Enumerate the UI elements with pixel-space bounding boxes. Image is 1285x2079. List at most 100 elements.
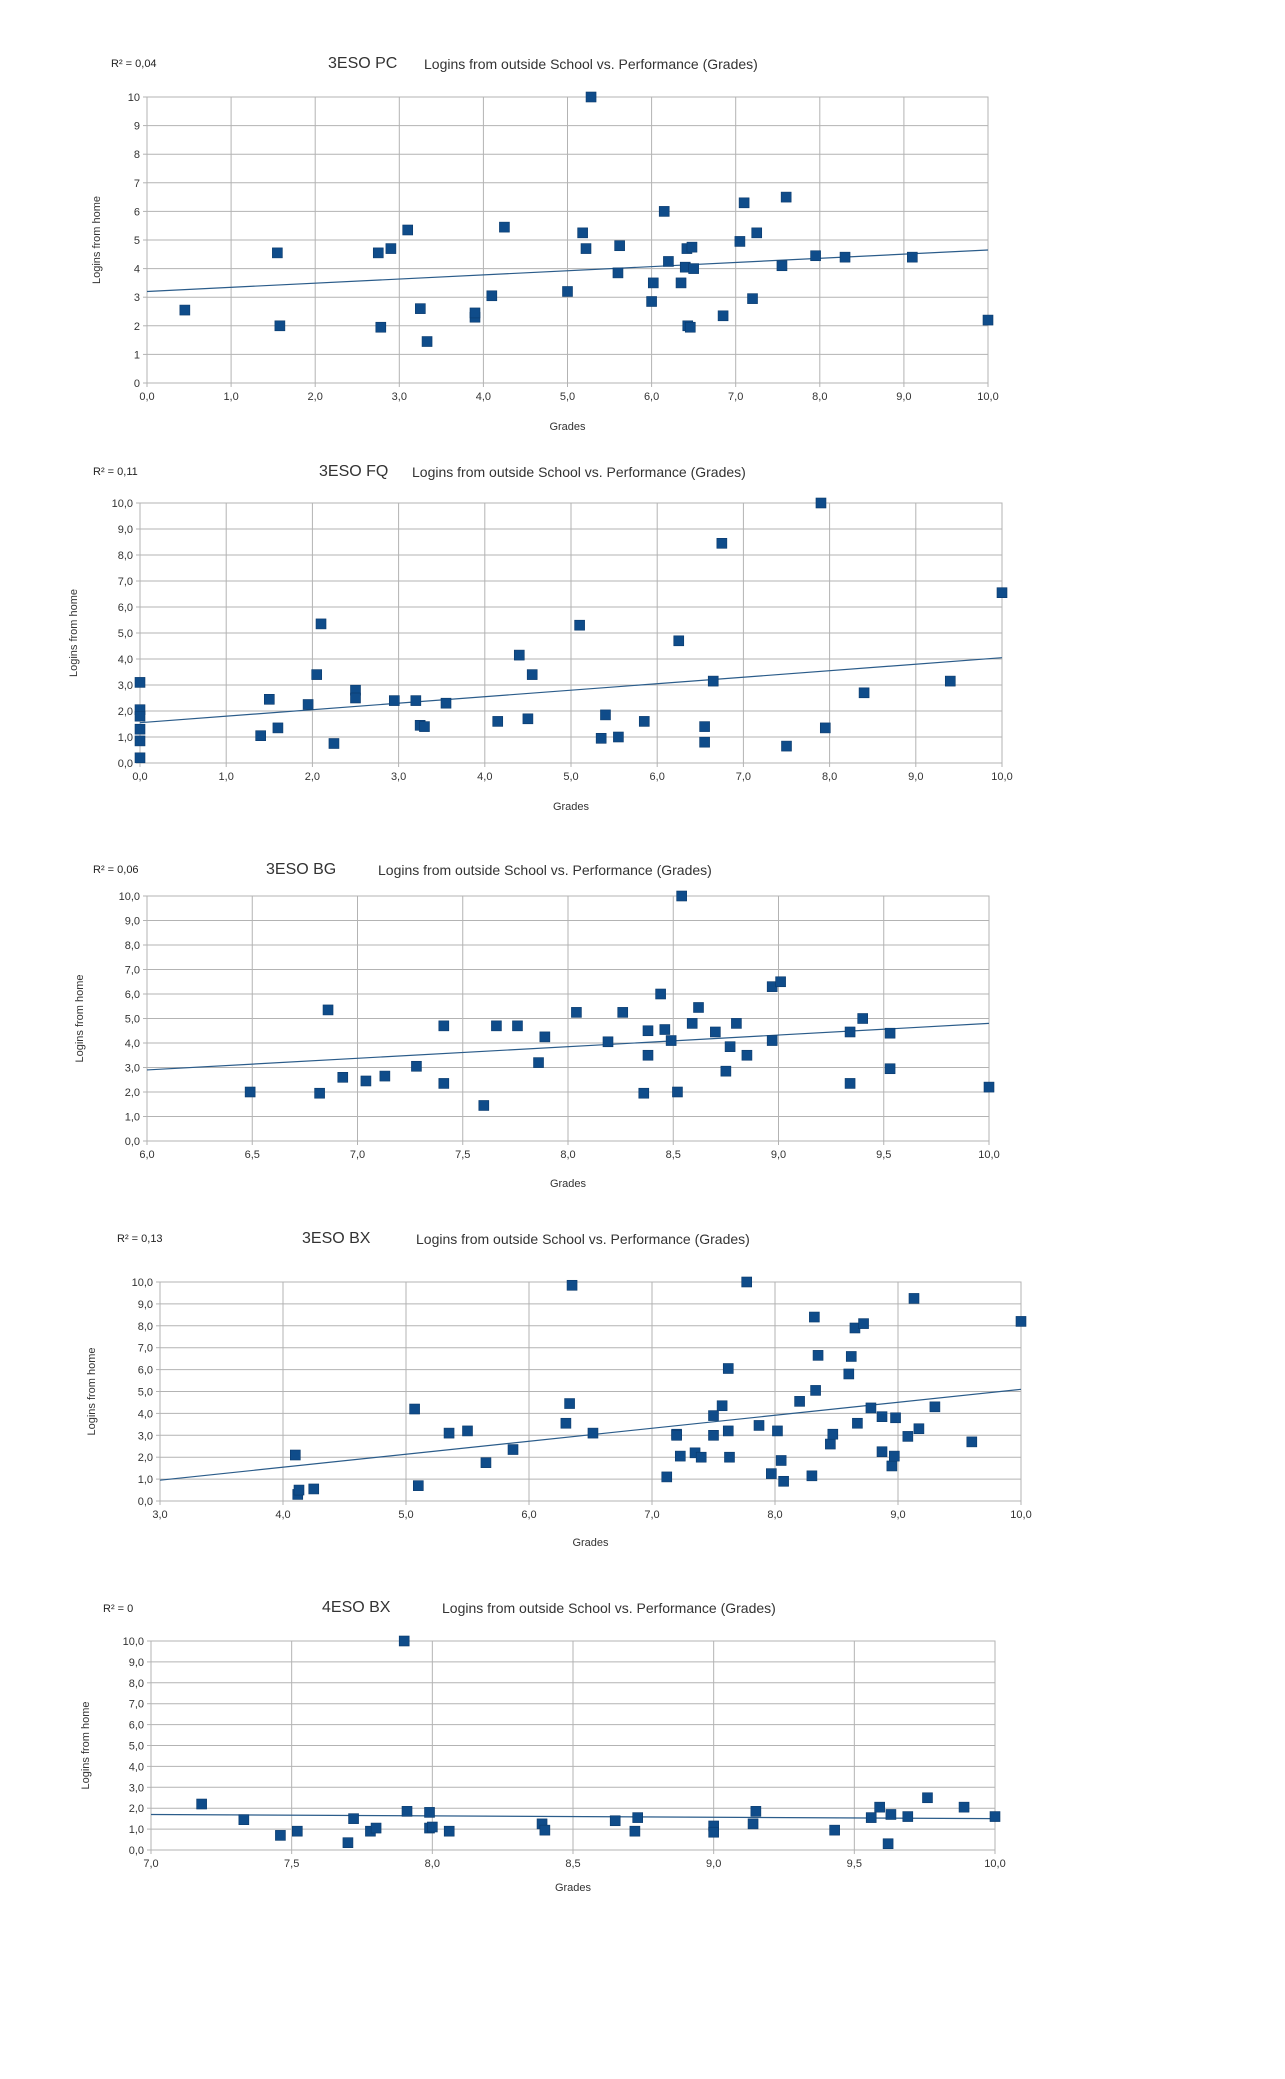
chart-plot: 0,0 1,0 2,0 3,0 4,0 5,0 6,0 7,0 8,0 9,0 10,0 0 1 2 3 4 5…	[91, 91, 999, 433]
data-point	[342, 1837, 354, 1848]
data-point	[602, 1036, 614, 1048]
data-point	[419, 721, 430, 732]
data-point	[322, 1004, 334, 1016]
data-point	[884, 1027, 896, 1039]
data-point	[829, 1824, 840, 1836]
y-tick-label: 2	[134, 321, 140, 333]
x-tick-label: 6,0	[644, 391, 659, 403]
y-tick-label: 2,0	[129, 1803, 144, 1815]
data-point	[827, 1428, 839, 1440]
data-point	[699, 736, 710, 748]
data-point	[244, 1086, 256, 1098]
data-point	[845, 1351, 857, 1362]
y-tick-label: 1,0	[129, 1824, 144, 1836]
data-point	[989, 1811, 1001, 1822]
data-point	[815, 497, 827, 509]
x-tick-label: 1,0	[219, 771, 234, 783]
data-point	[443, 1427, 455, 1439]
x-tick-label: 3,0	[152, 1509, 167, 1521]
y-tick-label: 10,0	[119, 891, 140, 903]
y-tick-label: 3	[134, 292, 140, 304]
data-point	[272, 722, 284, 734]
data-point	[372, 247, 384, 259]
data-point	[686, 241, 698, 253]
y-tick-label: 9,0	[129, 1657, 144, 1669]
data-point	[913, 1423, 925, 1435]
data-point	[810, 250, 821, 262]
data-point	[275, 1830, 286, 1841]
x-axis-label: Grades	[555, 1882, 592, 1894]
data-point	[858, 1318, 869, 1329]
data-point	[716, 1400, 728, 1412]
data-point	[778, 1475, 789, 1487]
r-squared-label: R² = 0	[103, 1603, 134, 1615]
data-point	[398, 1635, 410, 1647]
x-tick-label: 9,5	[876, 1149, 891, 1161]
y-tick-label: 9,0	[138, 1299, 153, 1311]
chart-3eso-bx: R² = 0,13 3ESO BX Logins from outside Sc…	[0, 1220, 1285, 1580]
data-point	[328, 738, 340, 749]
data-point	[876, 1446, 888, 1458]
data-point	[982, 314, 994, 326]
data-point	[865, 1812, 877, 1823]
data-point	[370, 1822, 382, 1834]
chart-code-title: 3ESO PC	[328, 55, 398, 72]
data-point	[708, 1430, 719, 1441]
y-tick-label: 10,0	[132, 1277, 153, 1289]
x-tick-label: 7,0	[644, 1509, 659, 1521]
data-point	[587, 1427, 599, 1439]
y-tick-label: 2,0	[118, 706, 133, 718]
data-point	[617, 1007, 629, 1018]
chart-code-title: 4ESO BX	[322, 1599, 391, 1616]
data-point	[289, 1449, 301, 1461]
data-point	[415, 303, 426, 314]
data-point	[741, 1276, 753, 1288]
data-point	[571, 1007, 582, 1018]
data-point	[902, 1431, 914, 1442]
data-point	[629, 1825, 641, 1837]
data-point	[478, 1100, 490, 1111]
data-point	[574, 619, 585, 631]
data-point	[810, 1385, 821, 1396]
data-point	[722, 1363, 734, 1374]
y-tick-label: 7,0	[138, 1343, 153, 1355]
data-point	[819, 722, 831, 734]
data-point	[421, 336, 433, 347]
y-tick-label: 0,0	[118, 758, 133, 770]
y-tick-label: 8,0	[125, 940, 140, 952]
x-tick-label: 8,0	[812, 391, 827, 403]
data-point	[806, 1470, 818, 1482]
x-axis-label: Grades	[549, 421, 586, 433]
data-point	[638, 1087, 650, 1099]
data-point	[717, 310, 729, 322]
chart-plot: 7,0 7,5 8,0 8,5 9,0 9,5 10,0 0,0 1,0 2,0 3,0 4,0 5,0…	[80, 1635, 1006, 1894]
data-point	[522, 713, 534, 725]
y-tick-label: 4,0	[138, 1408, 153, 1420]
chart-title: Logins from outside School vs. Performan…	[442, 1600, 776, 1616]
data-point	[642, 1049, 654, 1061]
x-tick-label: 10,0	[977, 391, 998, 403]
data-point	[852, 1417, 863, 1429]
data-point	[314, 1087, 325, 1099]
data-point	[844, 1026, 856, 1038]
data-point	[134, 735, 146, 747]
data-point	[526, 669, 538, 680]
data-point	[315, 618, 327, 630]
x-tick-label: 7,5	[284, 1858, 299, 1870]
y-tick-label: 6,0	[118, 602, 133, 614]
data-point	[647, 277, 659, 289]
data-point	[876, 1411, 888, 1422]
data-point	[907, 251, 918, 263]
y-tick-label: 0,0	[129, 1845, 144, 1857]
data-point	[775, 976, 786, 988]
y-tick-label: 1	[134, 349, 140, 361]
x-tick-label: 2,0	[305, 771, 320, 783]
data-point	[614, 240, 625, 252]
data-point	[564, 1398, 575, 1409]
data-point	[882, 1838, 894, 1850]
y-tick-label: 6,0	[138, 1365, 153, 1377]
data-point	[665, 1035, 677, 1046]
data-point	[663, 256, 674, 267]
data-point	[272, 247, 283, 259]
x-tick-label: 7,0	[728, 391, 743, 403]
